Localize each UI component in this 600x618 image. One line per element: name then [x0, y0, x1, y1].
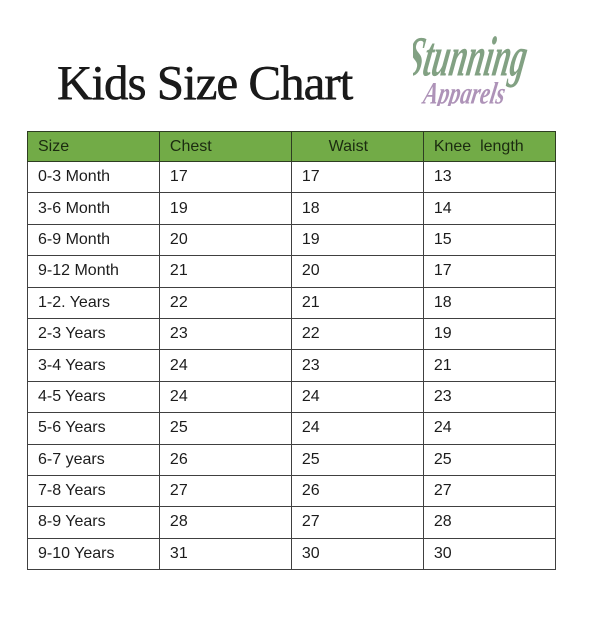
svg-text:Apparels: Apparels: [419, 76, 508, 106]
